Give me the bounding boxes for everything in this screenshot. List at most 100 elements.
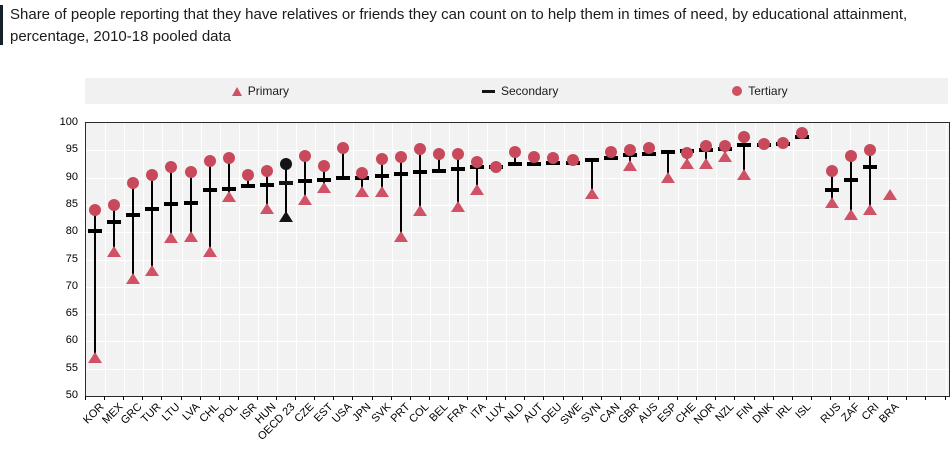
range-stick	[265, 171, 268, 209]
x-tick	[619, 396, 621, 400]
v-gridline	[850, 123, 851, 396]
secondary-marker	[603, 156, 618, 161]
v-gridline	[811, 123, 813, 396]
y-tick-label: 100	[59, 116, 78, 128]
primary-marker	[718, 151, 733, 163]
h-gridline	[86, 368, 949, 370]
range-stick	[514, 152, 517, 165]
tertiary-marker	[623, 143, 636, 156]
v-gridline	[124, 123, 126, 396]
tertiary-marker	[826, 164, 839, 177]
primary-marker	[221, 191, 236, 203]
y-tick-label: 85	[65, 197, 78, 210]
x-tick	[887, 396, 889, 400]
secondary-dash-icon	[481, 89, 495, 93]
legend-label-secondary: Secondary	[500, 84, 559, 98]
v-gridline	[601, 123, 603, 396]
secondary-marker	[374, 173, 389, 178]
tertiary-marker	[451, 147, 464, 160]
v-gridline	[200, 123, 202, 396]
secondary-marker	[259, 182, 274, 187]
v-gridline	[945, 123, 947, 396]
x-tick	[142, 396, 144, 400]
primary-marker	[844, 209, 859, 221]
v-gridline	[257, 123, 259, 396]
x-tick	[906, 396, 908, 400]
primary-marker	[393, 230, 408, 242]
h-gridline	[86, 259, 949, 261]
v-gridline	[219, 123, 221, 396]
x-tick	[85, 396, 86, 400]
x-tick	[180, 396, 182, 400]
tertiary-marker	[241, 168, 254, 181]
x-tick	[829, 396, 831, 400]
v-gridline	[773, 123, 775, 396]
tertiary-marker	[642, 141, 655, 154]
tertiary-marker	[184, 166, 197, 179]
range-stick	[208, 161, 211, 252]
y-tick-label: 60	[65, 334, 78, 347]
v-gridline	[735, 123, 737, 396]
x-tick	[524, 396, 526, 400]
range-stick	[705, 146, 708, 164]
v-gridline	[907, 123, 909, 396]
x-tick	[199, 396, 201, 400]
range-stick	[628, 149, 631, 166]
range-stick	[304, 155, 307, 200]
tertiary-marker	[490, 160, 503, 173]
v-gridline	[410, 123, 412, 396]
chart-title: Share of people reporting that they have…	[10, 6, 908, 45]
v-gridline	[659, 123, 660, 396]
x-tick	[715, 396, 717, 400]
tertiary-marker	[165, 160, 178, 173]
tertiary-marker	[509, 146, 522, 159]
range-stick	[285, 164, 287, 217]
tertiary-marker	[471, 155, 483, 168]
secondary-marker	[240, 184, 255, 189]
primary-triangle-icon	[231, 86, 242, 96]
primary-marker	[88, 352, 102, 364]
range-stick	[94, 210, 96, 358]
v-gridline	[277, 123, 278, 396]
v-gridline	[716, 123, 718, 396]
x-tick	[104, 396, 106, 400]
primary-marker	[470, 184, 484, 196]
secondary-marker	[641, 151, 656, 156]
v-gridline	[926, 123, 928, 396]
x-tick	[276, 396, 277, 400]
tertiary-marker	[127, 177, 140, 190]
secondary-marker	[584, 157, 599, 162]
v-gridline	[296, 123, 298, 396]
secondary-marker	[126, 212, 141, 217]
tertiary-marker	[681, 147, 694, 160]
tertiary-marker	[738, 130, 751, 143]
h-gridline	[86, 204, 949, 206]
x-tick	[333, 396, 335, 400]
legend-item-tertiary: Tertiary	[732, 78, 788, 104]
tertiary-marker	[566, 153, 579, 166]
range-stick	[437, 153, 440, 171]
v-gridline	[869, 123, 871, 396]
y-tick-label: 55	[65, 361, 78, 374]
tertiary-marker	[700, 140, 713, 153]
range-stick	[399, 156, 402, 236]
primary-marker	[680, 157, 695, 169]
x-tick	[256, 396, 258, 400]
secondary-marker	[450, 166, 465, 171]
range-stick	[456, 153, 459, 207]
primary-marker	[107, 245, 122, 257]
v-gridline	[468, 123, 469, 396]
primary-marker	[863, 203, 878, 215]
range-stick	[850, 155, 853, 215]
title-accent-bar	[0, 5, 3, 45]
legend-label-primary: Primary	[247, 84, 290, 98]
x-tick	[772, 396, 774, 400]
secondary-marker	[202, 188, 217, 193]
h-gridline	[86, 232, 949, 234]
y-tick-label: 75	[65, 252, 78, 265]
x-tick	[562, 396, 564, 400]
x-tick	[467, 396, 468, 400]
tertiary-marker	[547, 152, 560, 165]
secondary-marker	[863, 165, 878, 170]
primary-marker	[584, 187, 599, 199]
